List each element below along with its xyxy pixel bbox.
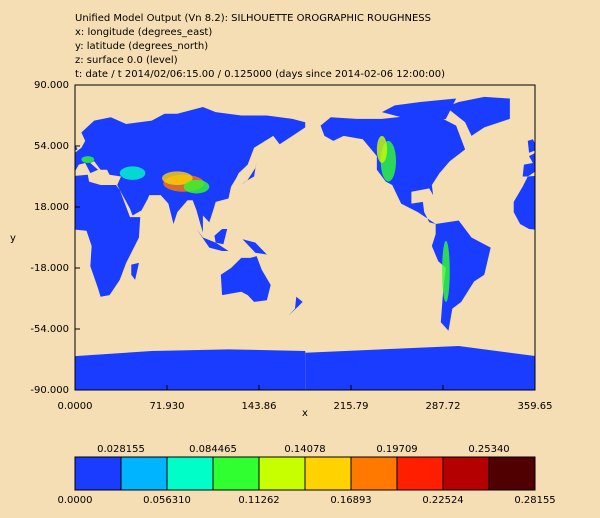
plot-frame xyxy=(74,84,536,391)
colorbar-swatch xyxy=(304,456,352,491)
y-tick-label: 54.000 xyxy=(34,141,69,152)
land-area xyxy=(220,256,271,302)
x-tick-label: 287.72 xyxy=(426,401,461,412)
land-area xyxy=(522,153,535,177)
colorbar-label: 0.25340 xyxy=(468,444,509,455)
colorbar-swatch xyxy=(120,456,168,491)
colorbar-label: 0.28155 xyxy=(514,495,555,506)
y-axis-label: y xyxy=(10,233,16,244)
terrain-patch xyxy=(580,166,600,180)
land-area xyxy=(0,114,5,224)
land-area xyxy=(527,139,535,153)
terrain-patch xyxy=(161,171,193,185)
land-area xyxy=(445,96,510,136)
title-line: z: surface 0.0 (level) xyxy=(75,55,178,66)
x-tick-label: 143.86 xyxy=(242,401,277,412)
colorbar-swatch xyxy=(350,456,398,491)
colorbar-label: 0.028155 xyxy=(97,444,145,455)
title-line: x: longitude (degrees_east) xyxy=(75,27,212,38)
colorbar-label: 0.22524 xyxy=(422,495,463,506)
land-area xyxy=(288,296,303,316)
y-tick-label: -54.000 xyxy=(30,324,69,335)
land-area xyxy=(0,97,49,136)
colorbar-swatch xyxy=(258,456,306,491)
colorbar-label: 0.0000 xyxy=(58,495,93,506)
x-axis-label: x xyxy=(302,408,308,419)
colorbar-label: 0.056310 xyxy=(143,495,191,506)
map-field xyxy=(0,96,600,390)
terrain-patch xyxy=(442,240,450,302)
colorbar-label: 0.16893 xyxy=(330,495,371,506)
x-tick-label: 359.65 xyxy=(518,401,553,412)
land-area xyxy=(381,98,457,123)
colorbar-label: 0.084465 xyxy=(189,444,237,455)
colorbar-swatch xyxy=(396,456,444,491)
land-area xyxy=(241,161,257,185)
land-area xyxy=(242,239,267,255)
terrain-patch xyxy=(119,166,146,180)
land-area xyxy=(305,345,535,390)
y-tick-label: -90.000 xyxy=(30,385,69,396)
x-tick-label: 215.79 xyxy=(334,401,369,412)
colorbar-label: 0.19709 xyxy=(376,444,417,455)
title-line: y: latitude (degrees_north) xyxy=(75,41,208,52)
land-area xyxy=(592,263,600,280)
terrain-patch xyxy=(81,156,95,163)
land-area xyxy=(75,174,141,297)
x-tick-label: 71.930 xyxy=(150,401,185,412)
x-tick-label: 0.0000 xyxy=(58,401,93,412)
colorbar-label: 0.11262 xyxy=(238,495,279,506)
colorbar-swatch xyxy=(488,456,536,491)
land-area xyxy=(513,175,535,230)
terrain-patch xyxy=(183,179,210,194)
title-line: Unified Model Output (Vn 8.2): SILHOUETT… xyxy=(75,13,431,24)
y-tick-label: -18.000 xyxy=(30,263,69,274)
land-area xyxy=(214,229,228,245)
terrain-patch xyxy=(542,156,555,163)
y-tick-label: 90.000 xyxy=(34,80,69,91)
colorbar-swatch xyxy=(166,456,214,491)
colorbar-swatch xyxy=(442,456,490,491)
land-area xyxy=(75,107,306,233)
y-tick-label: 18.000 xyxy=(34,202,69,213)
colorbar-swatch xyxy=(74,456,122,491)
land-area xyxy=(131,262,139,280)
land-area xyxy=(196,229,229,252)
land-area xyxy=(75,349,306,390)
colorbar-swatch xyxy=(212,456,260,491)
colorbar-label: 0.14078 xyxy=(284,444,325,455)
terrain-patch xyxy=(376,135,388,163)
title-line: t: date / t 2014/02/06:15.00 / 0.125000 … xyxy=(75,69,445,80)
